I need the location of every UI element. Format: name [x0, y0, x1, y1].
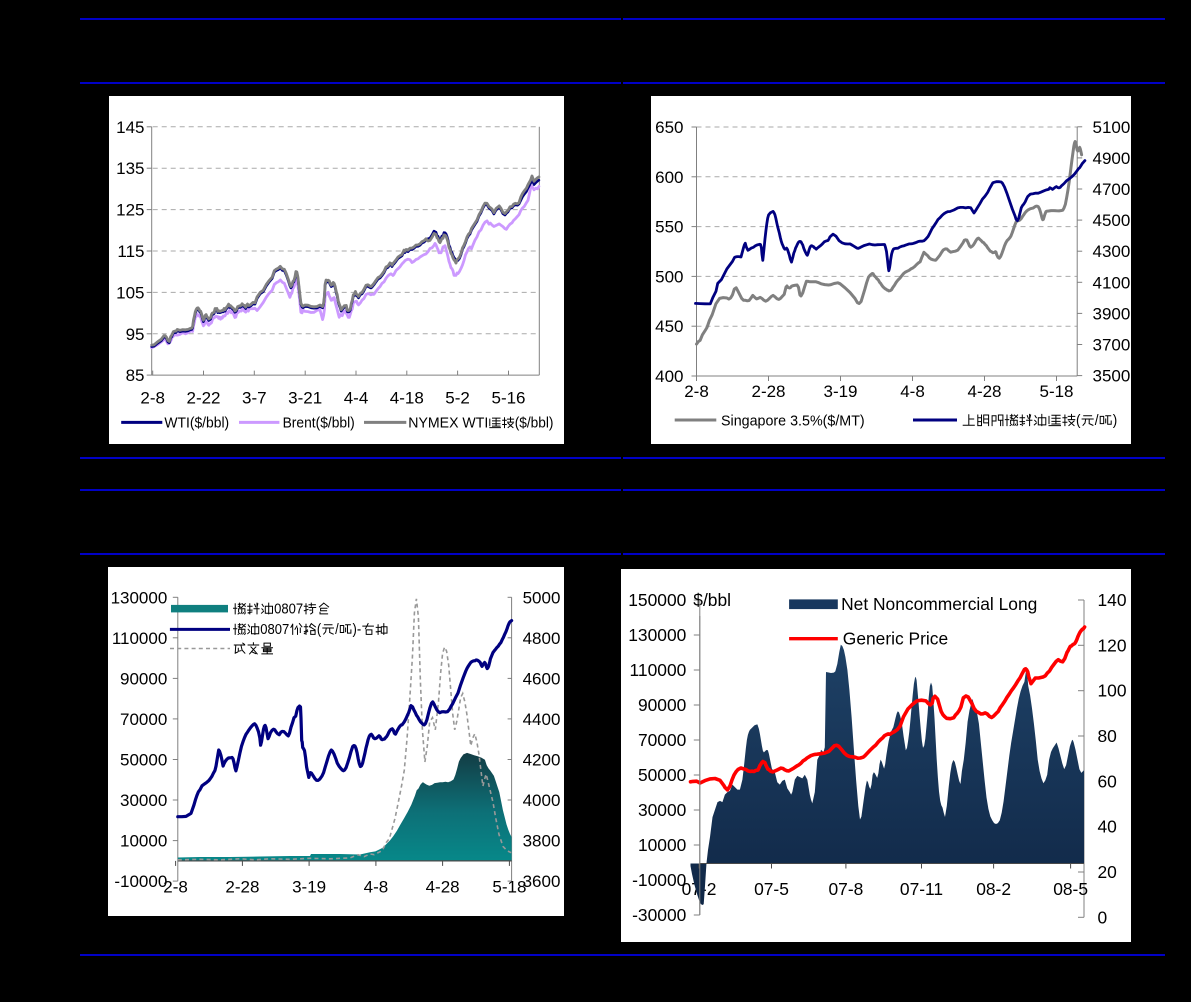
svg-text:5000: 5000	[523, 588, 561, 607]
svg-text:4300: 4300	[1093, 242, 1131, 261]
svg-text:4700: 4700	[1093, 180, 1131, 199]
svg-text:3700: 3700	[1093, 335, 1131, 354]
svg-text:30000: 30000	[120, 791, 167, 810]
svg-text:145: 145	[116, 117, 144, 136]
svg-text:95: 95	[126, 324, 145, 343]
svg-text:-10000: -10000	[632, 870, 686, 890]
svg-text:4-4: 4-4	[344, 388, 369, 407]
svg-text:85: 85	[126, 366, 145, 385]
svg-text:2-28: 2-28	[225, 877, 259, 896]
svg-text:4-8: 4-8	[900, 382, 925, 401]
svg-text:07-11: 07-11	[900, 879, 943, 899]
svg-text:2-8: 2-8	[684, 382, 709, 401]
svg-text:500: 500	[655, 267, 683, 286]
svg-text:4400: 4400	[523, 709, 561, 728]
svg-text:50000: 50000	[120, 750, 167, 769]
svg-text:4000: 4000	[523, 791, 561, 810]
svg-text:130000: 130000	[628, 625, 686, 645]
svg-text:3600: 3600	[523, 872, 561, 891]
svg-text:30000: 30000	[638, 800, 686, 820]
svg-text:5-2: 5-2	[445, 388, 470, 407]
svg-text:07-8: 07-8	[828, 879, 863, 899]
svg-text:2-22: 2-22	[186, 388, 220, 407]
svg-text:4-8: 4-8	[364, 877, 389, 896]
svg-text:Net Noncommercial Long: Net Noncommercial Long	[841, 594, 1037, 614]
svg-text:110000: 110000	[112, 628, 167, 647]
svg-text:08-2: 08-2	[976, 879, 1011, 899]
svg-text:2-8: 2-8	[163, 877, 188, 896]
svg-text:0: 0	[1098, 907, 1108, 927]
svg-text:110000: 110000	[630, 660, 687, 680]
svg-text:WTI($/bbl): WTI($/bbl)	[164, 414, 229, 431]
svg-text:400: 400	[655, 367, 683, 386]
svg-text:NYMEX WTI: NYMEX WTI	[408, 414, 488, 431]
svg-text:-30000: -30000	[632, 905, 686, 925]
svg-text:4500: 4500	[1093, 211, 1131, 230]
svg-text:130000: 130000	[111, 588, 168, 607]
svg-text:Singapore 3.5%($/MT): Singapore 3.5%($/MT)	[721, 412, 865, 429]
svg-text:600: 600	[655, 167, 683, 186]
svg-text:70000: 70000	[638, 730, 686, 750]
svg-text:0807: 0807	[274, 601, 303, 617]
svg-text:3-19: 3-19	[292, 877, 326, 896]
svg-text:3-19: 3-19	[823, 382, 857, 401]
svg-text:4600: 4600	[523, 669, 561, 688]
svg-text:Generic Price: Generic Price	[843, 629, 948, 649]
svg-text:4900: 4900	[1093, 148, 1131, 167]
svg-text:10000: 10000	[638, 835, 686, 855]
svg-text:(: (	[317, 622, 321, 638]
svg-text:07-5: 07-5	[754, 879, 789, 899]
svg-text:(: (	[1076, 412, 1081, 429]
svg-text:2-8: 2-8	[140, 388, 165, 407]
svg-text:650: 650	[655, 118, 683, 137]
svg-text:5-18: 5-18	[492, 877, 526, 896]
svg-text:115: 115	[117, 242, 144, 261]
svg-text:$/bbl: $/bbl	[693, 590, 731, 610]
svg-text:125: 125	[116, 200, 144, 219]
svg-text:/: /	[335, 622, 339, 638]
svg-text:($/bbl): ($/bbl)	[515, 414, 554, 431]
svg-text:90000: 90000	[638, 695, 686, 715]
svg-text:4-28: 4-28	[426, 877, 460, 896]
svg-text:Brent($/bbl): Brent($/bbl)	[283, 414, 355, 431]
svg-text:20: 20	[1098, 862, 1117, 882]
svg-text:10000: 10000	[120, 831, 167, 850]
svg-text:)-: )-	[353, 622, 362, 638]
svg-text:2-28: 2-28	[751, 382, 785, 401]
svg-text:50000: 50000	[638, 765, 686, 785]
svg-text:4-18: 4-18	[390, 388, 424, 407]
svg-text:4-28: 4-28	[967, 382, 1001, 401]
svg-text:3-7: 3-7	[242, 388, 267, 407]
svg-text:450: 450	[655, 317, 683, 336]
svg-text:-10000: -10000	[114, 872, 167, 891]
svg-text:105: 105	[116, 283, 144, 302]
svg-text:135: 135	[116, 159, 144, 178]
svg-text:5-18: 5-18	[1039, 382, 1073, 401]
svg-text:08-5: 08-5	[1053, 879, 1088, 899]
svg-text:3800: 3800	[523, 831, 561, 850]
svg-text:5100: 5100	[1093, 117, 1131, 136]
svg-text:3500: 3500	[1093, 366, 1131, 385]
svg-text:0807: 0807	[260, 622, 289, 638]
svg-text:140: 140	[1098, 590, 1127, 610]
svg-text:100: 100	[1098, 681, 1127, 701]
svg-text:550: 550	[655, 217, 683, 236]
svg-text:150000: 150000	[628, 590, 686, 610]
svg-text:80: 80	[1098, 726, 1117, 746]
svg-text:40: 40	[1098, 817, 1117, 837]
svg-text:70000: 70000	[120, 709, 167, 728]
svg-text:120: 120	[1098, 635, 1127, 655]
svg-text:3900: 3900	[1093, 304, 1131, 323]
svg-text:90000: 90000	[120, 669, 167, 688]
svg-text:4100: 4100	[1093, 273, 1131, 292]
svg-text:): )	[1113, 412, 1118, 429]
svg-text:4800: 4800	[523, 628, 561, 647]
svg-text:4200: 4200	[523, 750, 561, 769]
svg-text:/: /	[1095, 412, 1100, 429]
svg-text:5-16: 5-16	[491, 388, 525, 407]
svg-text:60: 60	[1098, 771, 1117, 791]
svg-text:3-21: 3-21	[288, 388, 322, 407]
